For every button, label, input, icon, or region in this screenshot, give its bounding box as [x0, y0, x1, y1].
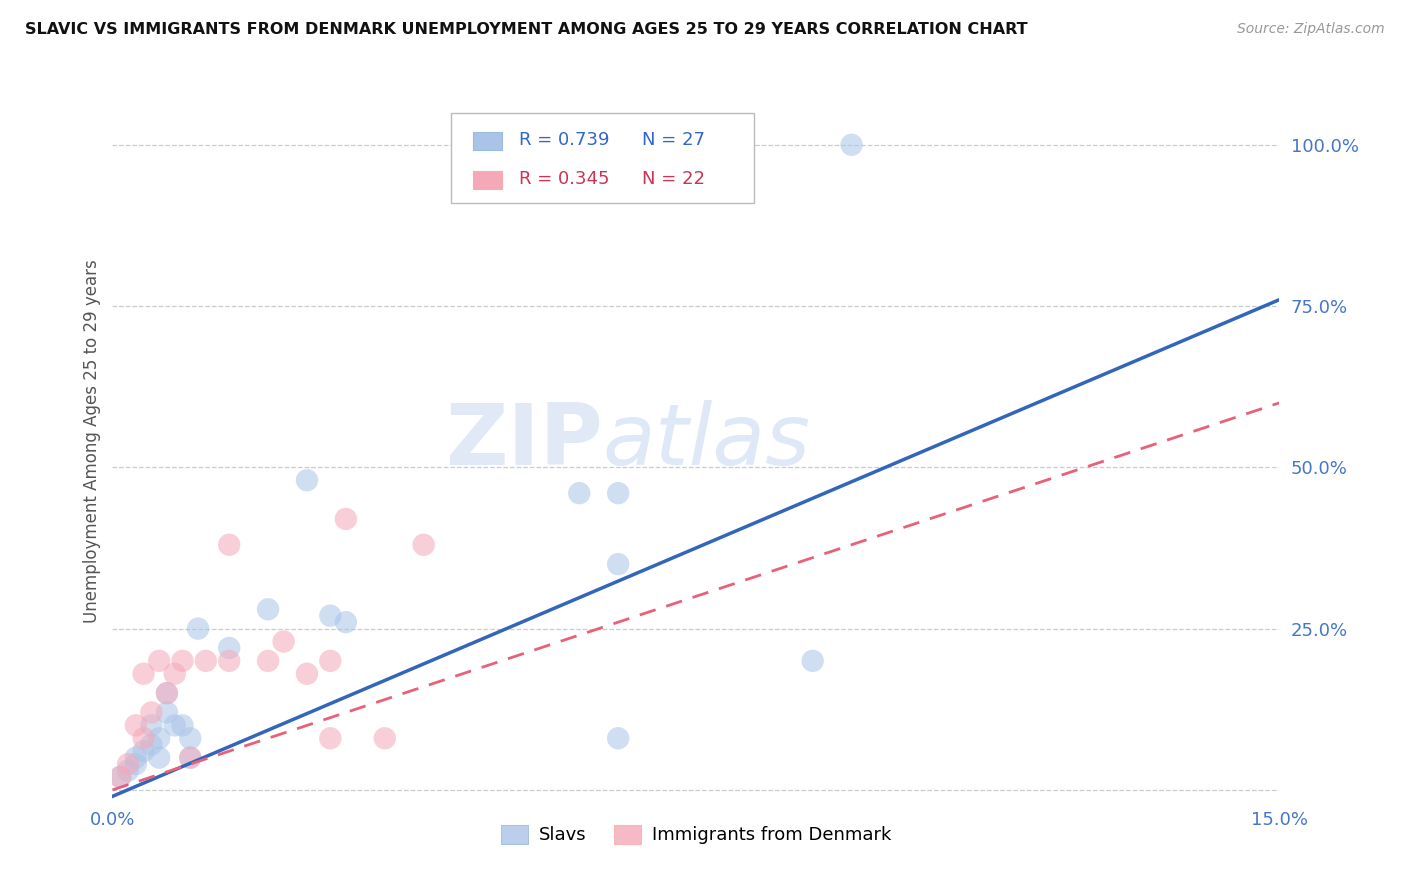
Point	[187, 622, 209, 636]
Point	[163, 666, 186, 681]
Point	[374, 731, 396, 746]
Point	[568, 486, 591, 500]
Point	[179, 750, 201, 764]
Point	[273, 634, 295, 648]
Point	[110, 770, 132, 784]
Point	[125, 757, 148, 772]
FancyBboxPatch shape	[472, 131, 502, 150]
Point	[295, 666, 318, 681]
Text: R = 0.739: R = 0.739	[519, 130, 609, 149]
Point	[163, 718, 186, 732]
Y-axis label: Unemployment Among Ages 25 to 29 years: Unemployment Among Ages 25 to 29 years	[83, 260, 101, 624]
Text: atlas: atlas	[603, 400, 811, 483]
Point	[132, 666, 155, 681]
Point	[194, 654, 217, 668]
Point	[148, 731, 170, 746]
Point	[156, 706, 179, 720]
FancyBboxPatch shape	[451, 112, 755, 203]
Point	[319, 608, 342, 623]
Point	[607, 731, 630, 746]
Point	[156, 686, 179, 700]
Text: ZIP: ZIP	[444, 400, 603, 483]
Point	[141, 738, 163, 752]
Text: N = 22: N = 22	[643, 169, 706, 187]
Point	[141, 706, 163, 720]
Point	[218, 654, 240, 668]
FancyBboxPatch shape	[472, 170, 502, 189]
Legend: Slavs, Immigrants from Denmark: Slavs, Immigrants from Denmark	[494, 818, 898, 852]
Point	[335, 512, 357, 526]
Text: SLAVIC VS IMMIGRANTS FROM DENMARK UNEMPLOYMENT AMONG AGES 25 TO 29 YEARS CORRELA: SLAVIC VS IMMIGRANTS FROM DENMARK UNEMPL…	[25, 22, 1028, 37]
Point	[156, 686, 179, 700]
Point	[179, 731, 201, 746]
Point	[179, 750, 201, 764]
Point	[148, 654, 170, 668]
Point	[141, 718, 163, 732]
Point	[132, 744, 155, 758]
Point	[132, 731, 155, 746]
Point	[607, 486, 630, 500]
Point	[801, 654, 824, 668]
Point	[218, 640, 240, 655]
Text: R = 0.345: R = 0.345	[519, 169, 609, 187]
Point	[841, 137, 863, 152]
Point	[257, 602, 280, 616]
Point	[295, 473, 318, 487]
Text: N = 27: N = 27	[643, 130, 706, 149]
Point	[319, 731, 342, 746]
Point	[172, 654, 194, 668]
Point	[110, 770, 132, 784]
Point	[125, 718, 148, 732]
Text: Source: ZipAtlas.com: Source: ZipAtlas.com	[1237, 22, 1385, 37]
Point	[148, 750, 170, 764]
Point	[172, 718, 194, 732]
Point	[125, 750, 148, 764]
Point	[117, 757, 139, 772]
Point	[335, 615, 357, 630]
Point	[257, 654, 280, 668]
Point	[117, 764, 139, 778]
Point	[218, 538, 240, 552]
Point	[607, 557, 630, 571]
Point	[319, 654, 342, 668]
Point	[412, 538, 434, 552]
